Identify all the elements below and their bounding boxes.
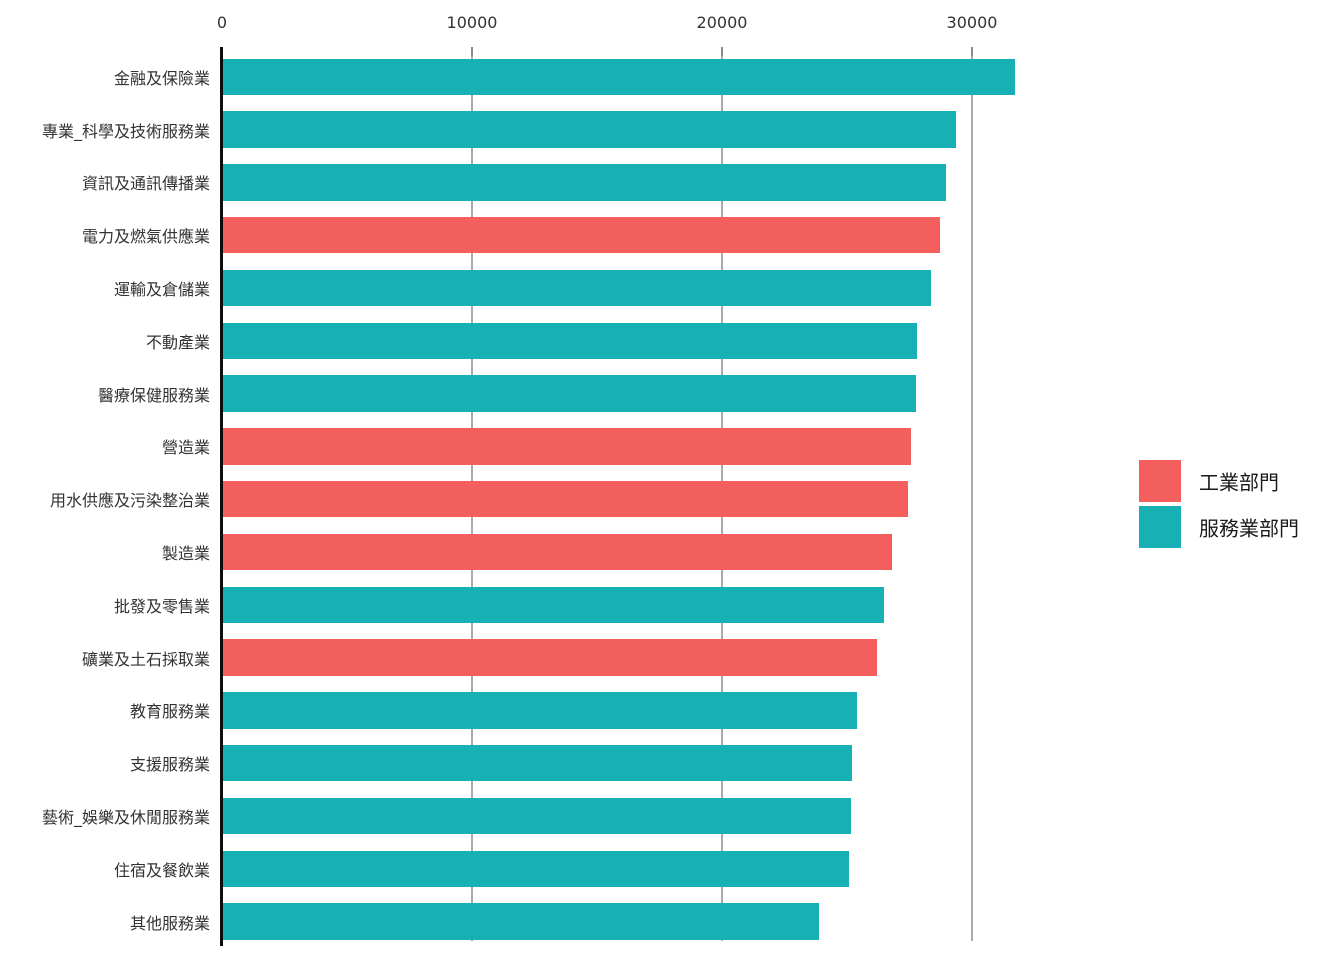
bar-industry-7 [222,428,911,465]
bar-industry-8 [222,480,908,518]
category-label-4: 運輸及倉儲業 [113,279,210,299]
legend-label-industry: 工業部門 [1199,470,1279,495]
bar-industry-9 [222,533,892,571]
y-axis-line [220,47,223,946]
bar-service-0 [222,58,1015,95]
category-label-2: 資訊及通訊傳播業 [81,174,210,194]
gridline-x-30000 [971,56,973,941]
bar-service-13 [222,744,853,782]
category-label-1: 專業_科學及技術服務業 [41,121,210,141]
bar-service-15 [222,850,849,887]
bar-industry-3 [222,216,940,254]
category-label-14: 藝術_娛樂及休閒服務業 [41,807,210,827]
category-label-6: 醫療保健服務業 [97,385,210,405]
category-label-9: 製造業 [161,543,210,563]
bar-service-10 [222,586,884,623]
x-tick-10000 [471,47,473,56]
category-label-8: 用水供應及污染整治業 [49,491,210,511]
x-tick-label-10000: 10000 [446,13,498,32]
bar-industry-11 [222,639,877,676]
bar-service-6 [222,375,916,412]
x-tick-30000 [971,47,973,56]
x-tick-label-0: 0 [216,13,228,32]
category-label-7: 營造業 [161,438,210,458]
bar-service-1 [222,111,956,148]
category-label-11: 礦業及土石採取業 [81,649,210,669]
x-tick-20000 [721,47,723,56]
x-tick-label-20000: 20000 [696,13,748,32]
category-label-3: 電力及燃氣供應業 [81,227,210,247]
bar-service-2 [222,164,946,201]
legend-swatch-service [1139,506,1181,548]
category-label-10: 批發及零售業 [113,596,210,616]
bar-service-16 [222,903,819,940]
legend-label-service: 服務業部門 [1199,516,1299,541]
category-label-12: 教育服務業 [129,702,210,722]
bar-service-5 [222,322,918,359]
category-label-0: 金融及保險業 [113,68,210,88]
legend-swatch-industry [1139,460,1181,502]
bar-service-14 [222,797,851,835]
bar-service-4 [222,269,931,307]
x-tick-label-30000: 30000 [946,13,998,32]
category-label-16: 其他服務業 [129,913,210,933]
category-label-13: 支援服務業 [129,755,210,775]
category-label-5: 不動產業 [145,332,210,352]
category-label-15: 住宿及餐飲業 [113,860,210,880]
bar-service-12 [222,692,858,729]
